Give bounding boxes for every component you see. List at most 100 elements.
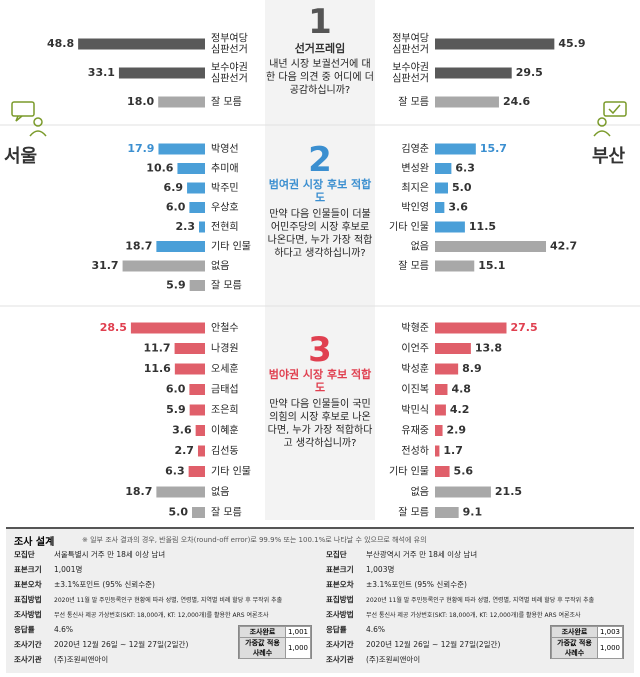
bar-category: 심판선거	[392, 73, 429, 85]
bar-value: 8.9	[462, 362, 482, 375]
bar-value: 5.0	[452, 181, 472, 194]
bar-value: 15.7	[480, 142, 507, 155]
sample-box-busan: 조사완료 1,003 가중값 적용 사례수 1,000	[550, 625, 624, 659]
bar	[78, 38, 205, 50]
bar	[195, 425, 205, 436]
bar-category: 잘 모름	[211, 280, 242, 292]
bar	[435, 202, 445, 213]
bar	[197, 445, 205, 457]
survey-row: 조사기간 2020년 12월 26일 ~ 12월 27일(2일간)	[326, 639, 500, 650]
bar-category: 기타 인물	[389, 221, 429, 233]
bar-category: 박영선	[211, 143, 239, 155]
bar-category: 김선동	[211, 445, 239, 457]
survey-value: 2020년 12월 26일 ~ 12월 27일(2일간)	[366, 640, 501, 649]
bar-category: 정부여당	[392, 33, 429, 45]
survey-row: 표본오차 ±3.1%포인트 (95% 신뢰수준)	[14, 579, 155, 590]
bar-value: 5.6	[454, 465, 474, 478]
survey-key: 조사기관	[326, 655, 354, 664]
bar-value: 24.6	[503, 95, 530, 108]
bar	[156, 241, 205, 252]
survey-value: (주)조원씨앤아이	[54, 655, 109, 664]
section-number-1: 1	[308, 2, 332, 42]
survey-value: (주)조원씨앤아이	[366, 655, 421, 664]
survey-row: 표본오차 ±3.1%포인트 (95% 신뢰수준)	[326, 579, 467, 590]
bar-category: 보수야권	[211, 62, 248, 74]
bar-value: 1.7	[443, 444, 463, 457]
bar	[435, 486, 491, 498]
bar-category: 우상호	[211, 202, 239, 214]
bar	[118, 67, 205, 79]
survey-row: 조사기간 2020년 12월 26일 ~ 12월 27일(2일간)	[14, 639, 188, 650]
bar	[189, 384, 205, 395]
bar-value: 6.3	[165, 465, 185, 478]
bar-value: 2.7	[174, 444, 194, 457]
bar	[189, 202, 205, 213]
bar-value: 27.5	[511, 321, 538, 334]
survey-note: ※ 일부 조사 결과의 경우, 반올림 오차(round-off error)로…	[82, 536, 427, 544]
bar	[435, 404, 446, 416]
bar-value: 6.0	[166, 383, 186, 396]
bar	[199, 221, 205, 233]
survey-row: 조사기관 (주)조원씨앤아이	[326, 654, 420, 665]
bar	[435, 507, 459, 518]
survey-key: 모집단	[14, 550, 35, 559]
bar	[435, 241, 547, 252]
survey-value: 2020년 11월 말 주민등록인구 현황에 따라 성별, 연령별, 지역별 비…	[366, 597, 595, 604]
survey-row: 조사방법 무선 통신사 제공 가상번호(SKT: 18,000개, KT: 12,…	[14, 609, 269, 620]
bar-category: 심판선거	[392, 44, 429, 56]
bar-category: 기타 인물	[211, 466, 251, 478]
bar-category: 잘 모름	[211, 507, 242, 519]
box-key: 가중값 적용 사례수	[239, 637, 286, 659]
bar	[189, 404, 205, 416]
section-question-2: 만약 다음 인물들이 더불어민주당의 시장 후보로 나온다면, 누가 가장 적합…	[267, 209, 373, 259]
bar-value: 5.9	[166, 279, 186, 292]
bar	[158, 143, 205, 155]
bar-value: 5.0	[169, 506, 189, 519]
box-value: 1,000	[284, 637, 312, 659]
survey-key: 조사기간	[14, 640, 42, 649]
survey-design-panel: 조사 설계 ※ 일부 조사 결과의 경우, 반올림 오차(round-off e…	[6, 527, 634, 673]
bar-value: 4.2	[450, 403, 470, 416]
section-question-1: 내년 시장 보궐선거에 대한 다음 의견 중 어디에 더 공감하십니까?	[266, 59, 374, 96]
survey-row: 모집단 부산광역시 거주 만 18세 이상 남녀	[326, 549, 477, 560]
bar-category: 잘 모름	[398, 96, 429, 108]
bar-value: 2.9	[447, 424, 467, 437]
bar	[435, 363, 459, 375]
box-value: 1,001	[284, 626, 312, 638]
section-number-3: 3	[308, 330, 332, 370]
bar-value: 11.6	[144, 362, 171, 375]
bar	[174, 363, 205, 375]
bar-category: 추미애	[211, 163, 239, 175]
survey-value: 4.6%	[54, 625, 74, 634]
bar	[188, 466, 205, 477]
bar	[189, 280, 205, 291]
bar	[187, 182, 205, 194]
bar-value: 18.7	[125, 485, 152, 498]
bar-value: 6.9	[164, 181, 184, 194]
box-key: 조사완료	[239, 626, 286, 638]
survey-title: 조사 설계	[14, 537, 55, 548]
bar-value: 13.8	[475, 342, 502, 355]
bar-value: 18.0	[127, 95, 154, 108]
city-label-seoul: 서울	[4, 146, 38, 167]
bar-category: 없음	[411, 485, 429, 498]
survey-row: 조사방법 무선 통신사 제공 가상번호(SKT: 18,000개, KT: 12,…	[326, 609, 581, 620]
bar	[435, 67, 512, 79]
bar-value: 21.5	[495, 485, 522, 498]
bar-value: 2.3	[176, 220, 196, 233]
bar-category: 심판선거	[211, 73, 248, 85]
bar-category: 기타 인물	[211, 241, 251, 253]
bar-value: 4.8	[451, 383, 471, 396]
survey-key: 표본오차	[326, 580, 354, 589]
box-key: 조사완료	[551, 626, 598, 638]
survey-row: 표본크기 1,003명	[326, 564, 394, 575]
bar-value: 9.1	[463, 506, 483, 519]
bar-category: 유재중	[401, 425, 429, 437]
survey-row: 응답률 4.6%	[14, 624, 73, 635]
bar-category: 안철수	[211, 322, 239, 334]
section-question-3: 만약 다음 인물들이 국민의힘의 시장 후보로 나온다면, 누가 가장 적합하다…	[267, 399, 373, 449]
bar-category: 최지은	[401, 182, 429, 194]
chat-person-icon	[11, 101, 47, 137]
bar	[435, 322, 507, 334]
